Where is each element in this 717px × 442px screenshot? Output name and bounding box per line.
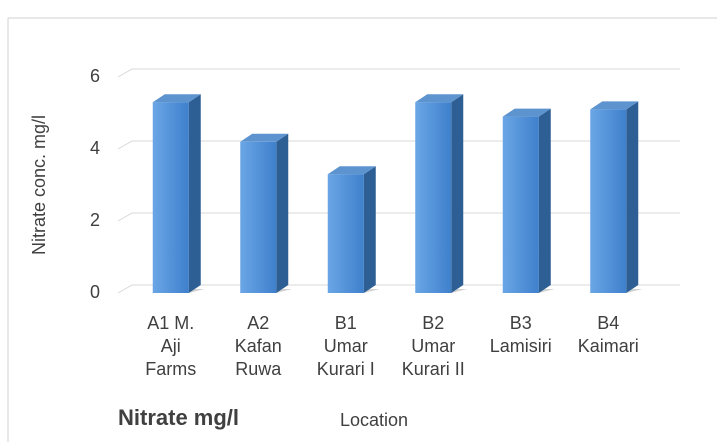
- bar-top: [240, 133, 289, 142]
- bar-side: [363, 166, 376, 293]
- bar-front: [415, 102, 452, 293]
- grid-line: [117, 68, 680, 78]
- x-tick-label: B4 Kaimari: [577, 313, 639, 356]
- y-axis-label: Nitrate conc. mg/l: [29, 115, 49, 255]
- bar-side: [451, 94, 464, 293]
- bar-top: [327, 166, 376, 175]
- x-tick-label: B2 Umar Kurari II: [401, 313, 465, 379]
- y-tick-label: 4: [90, 138, 100, 158]
- bar: [327, 166, 380, 293]
- y-tick-label: 6: [90, 66, 100, 86]
- bar-front: [590, 109, 627, 294]
- bar-front: [240, 141, 277, 293]
- y-tick-label: 2: [90, 210, 100, 230]
- bar-front: [152, 102, 189, 293]
- bar: [152, 94, 205, 293]
- bar-top: [502, 108, 551, 117]
- bar: [240, 133, 293, 293]
- grid-line: [117, 284, 680, 294]
- bar-front: [502, 116, 539, 293]
- bar: [590, 101, 643, 294]
- y-tick-label: 0: [90, 282, 100, 302]
- bar-side: [188, 94, 201, 293]
- bar-top: [590, 101, 639, 110]
- bar: [502, 108, 555, 293]
- x-tick-label: A1 M. Aji Farms: [145, 313, 197, 379]
- x-tick-label: B3 Lamisiri: [489, 313, 552, 356]
- grid-line: [117, 140, 680, 150]
- x-tick-label: A2 Kafan Ruwa: [234, 313, 282, 379]
- bar-side: [276, 133, 289, 293]
- bar: [415, 94, 468, 293]
- bar-top: [152, 94, 201, 103]
- chart-title: Nitrate mg/l: [118, 405, 240, 430]
- grid-line: [117, 212, 680, 222]
- x-axis-label: Location: [340, 410, 409, 430]
- bar-top: [415, 94, 464, 103]
- bar-side: [626, 101, 639, 294]
- bar-front: [327, 174, 364, 293]
- bar-side: [538, 108, 551, 293]
- x-tick-label: B1 Umar Kurari I: [316, 313, 375, 379]
